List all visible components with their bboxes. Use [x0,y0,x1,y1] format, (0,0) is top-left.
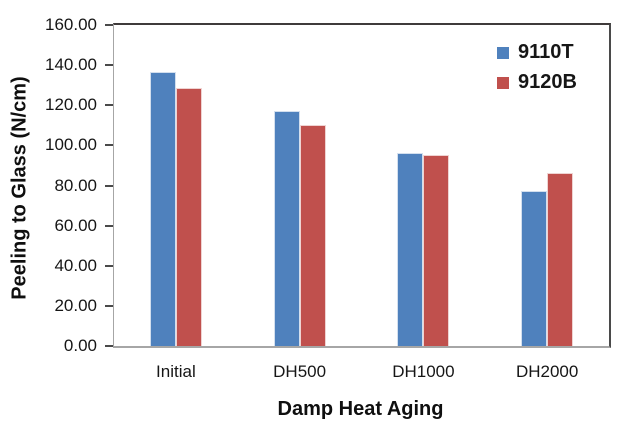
y-tick-label: 140.00 [45,55,97,75]
plot-area: 0.00 20.00 40.00 60.00 80.00 100.00 120.00 140.… [45,15,611,381]
y-tick-mark [105,144,113,147]
x-tick-label-Initial: Initial [156,362,196,381]
y-tick-label: 120.00 [45,95,97,115]
legend-label-9120B: 9120B [518,71,577,93]
y-tick-mark [105,304,113,307]
x-tick-label-DH2000: DH2000 [515,362,579,381]
y-tick-mark [105,264,113,267]
y-tick-mark [105,345,113,347]
y-tick-label: 40.00 [54,255,97,275]
y-tick-label: 160.00 [45,15,97,34]
legend-swatch-9120B [497,76,509,89]
x-tick-label-DH500: DH500 [273,362,327,381]
y-tick-mark [105,224,113,227]
y-tick-label: 100.00 [45,135,97,155]
bar-9110T-Initial [149,72,176,346]
bar-9120B-DH1000 [423,155,450,346]
y-tick-mark [105,184,113,187]
legend-label-9110T: 9110T [518,41,574,63]
y-tick-label: 60.00 [54,215,97,235]
y-tick-label: 80.00 [54,175,97,195]
legend-swatch-9110T [497,46,509,59]
bar-9120B-DH2000 [547,173,574,346]
y-tick-label: 20.00 [54,295,97,315]
legend-entry-9120B: 9120B [497,72,577,93]
y-tick-mark [105,104,113,107]
bar-9110T-DH2000 [521,190,548,346]
bar-9110T-DH1000 [397,153,424,346]
bar-9120B-Initial [175,88,202,346]
x-axis-title: Damp Heat Aging [277,398,444,420]
bar-9120B-DH500 [299,125,326,346]
y-tick-mark [105,24,113,26]
y-tick-mark [105,64,113,67]
bar-9110T-DH500 [273,111,300,346]
y-tick-label: 0.00 [63,336,97,355]
legend: 9110T 9120B [497,42,577,93]
legend-entry-9110T: 9110T [497,42,577,63]
x-tick-label-DH1000: DH1000 [392,362,455,381]
